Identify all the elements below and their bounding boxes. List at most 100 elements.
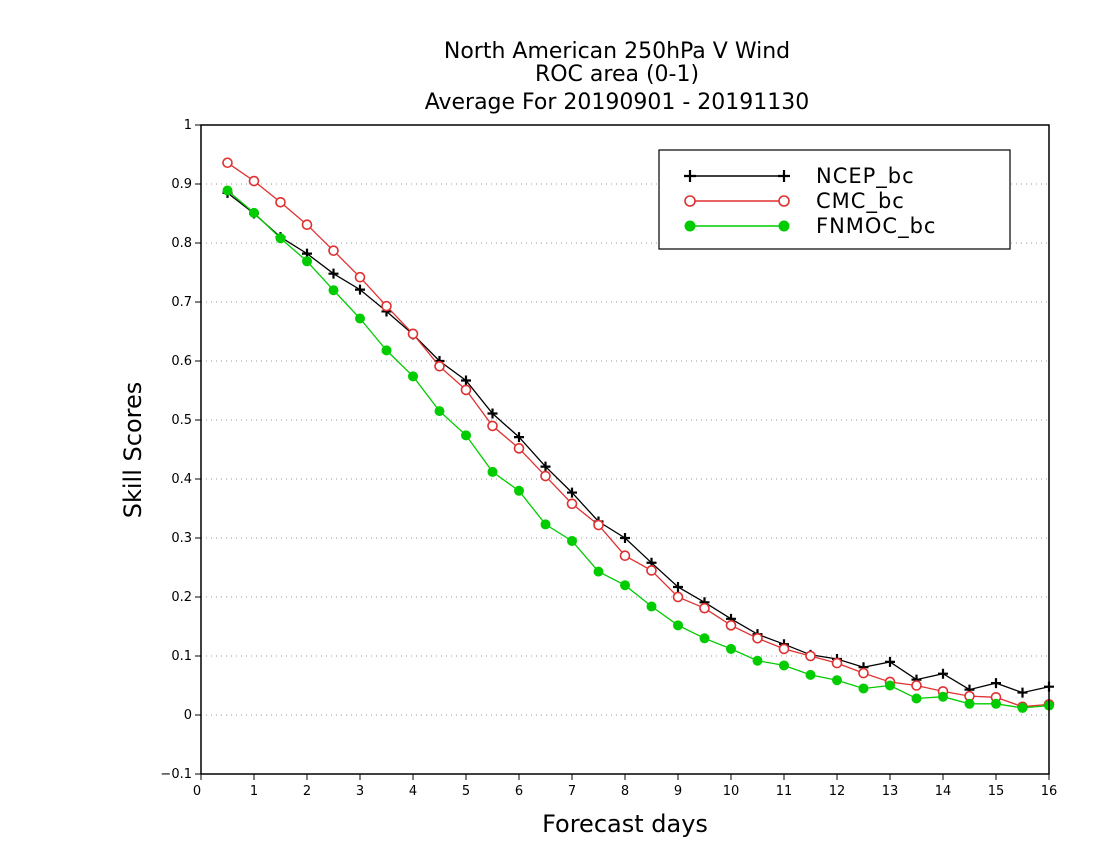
data-point [725, 620, 737, 631]
y-tick-label: 0.5 [171, 413, 192, 428]
data-point [593, 519, 604, 531]
plot-frame [200, 124, 1050, 775]
chart-title-line-1: North American 250hPa V Wind [444, 39, 790, 64]
x-tick-label: 8 [621, 784, 629, 799]
data-point [355, 284, 365, 295]
chart-title-line-3: Average For 20190901 - 20191130 [425, 90, 810, 115]
grid-lines [201, 183, 1049, 716]
data-point [885, 656, 895, 667]
data-point [275, 233, 286, 244]
y-tick-label: 0.2 [171, 590, 192, 605]
data-point [249, 207, 259, 218]
data-point [328, 268, 339, 279]
data-point [778, 170, 790, 182]
data-point [673, 581, 683, 592]
data-point [566, 498, 578, 510]
data-point [805, 669, 816, 680]
x-tick-label: 11 [776, 784, 793, 799]
data-point [222, 185, 233, 196]
data-point [567, 487, 577, 498]
legend-entry-ncep-bc: NCEP_bc [684, 164, 915, 189]
data-point [460, 384, 472, 396]
y-tick-label: 0.9 [171, 177, 192, 192]
legend-label: NCEP_bc [816, 164, 915, 189]
data-point [726, 643, 736, 654]
series-line [227, 192, 1050, 694]
y-axis-label: Skill Scores [119, 382, 147, 519]
data-point [301, 219, 313, 231]
y-tick-label: −0.1 [160, 767, 192, 782]
data-point [699, 602, 710, 614]
data-point [673, 620, 683, 631]
data-point [540, 519, 551, 530]
data-point [487, 466, 498, 477]
data-point [487, 420, 498, 432]
x-tick-label: 7 [568, 784, 576, 799]
data-point [672, 591, 684, 603]
x-tick-label: 3 [356, 784, 364, 799]
data-point [567, 535, 577, 546]
data-point [514, 432, 524, 443]
data-point [407, 328, 419, 340]
chart-title-line-2: ROC area (0-1) [535, 62, 699, 87]
data-point [858, 667, 869, 679]
data-point [964, 698, 975, 709]
data-point [779, 660, 789, 671]
data-point [328, 285, 339, 296]
axis-ticks: −0.100.10.20.30.40.50.60.70.80.910 1 2 3 4 5 6… [160, 118, 1057, 799]
data-point [408, 371, 418, 382]
data-point [938, 691, 948, 702]
data-point [434, 361, 445, 372]
data-point [328, 245, 339, 256]
data-point [355, 313, 365, 324]
series-fnmoc-bc [222, 185, 1054, 713]
x-tick-label: 4 [409, 784, 417, 799]
y-tick-label: 0.6 [171, 354, 192, 369]
legend-entry-cmc-bc: CMC_bc [684, 189, 905, 214]
x-tick-label: 14 [935, 784, 952, 799]
data-point [540, 461, 551, 472]
data-point [911, 680, 922, 691]
data-point [620, 533, 630, 543]
data-point [487, 408, 498, 419]
data-point [354, 271, 366, 283]
x-tick-label: 12 [829, 784, 846, 799]
data-point [222, 157, 233, 169]
legend-entry-fnmoc-bc: FNMOC_bc [684, 214, 936, 239]
data-point [461, 430, 471, 441]
y-tick-label: 0.7 [171, 295, 192, 310]
data-point [646, 565, 657, 576]
x-tick-label: 10 [723, 784, 740, 799]
x-tick-label: 2 [303, 784, 311, 799]
x-tick-label: 0 [193, 784, 201, 799]
data-point [513, 443, 525, 454]
data-point [778, 643, 790, 655]
legend-label: CMC_bc [816, 189, 905, 214]
data-point [805, 650, 816, 662]
x-tick-label: 15 [988, 784, 1005, 799]
data-point [831, 657, 843, 669]
data-point [684, 170, 696, 182]
x-tick-label: 6 [515, 784, 523, 799]
data-point [991, 678, 1001, 689]
data-point [248, 175, 260, 187]
series-ncep-bc [222, 187, 1054, 698]
data-point [619, 550, 631, 562]
y-tick-label: 0.8 [171, 236, 192, 251]
y-tick-label: 0 [184, 708, 192, 723]
data-point [832, 675, 842, 686]
data-point [381, 300, 392, 312]
data-point [302, 256, 312, 267]
data-point [911, 693, 922, 704]
data-point [858, 683, 869, 694]
data-point [778, 195, 790, 207]
x-tick-label: 9 [674, 784, 682, 799]
legend-label: FNMOC_bc [816, 214, 936, 239]
data-point [1017, 702, 1028, 713]
x-tick-label: 13 [882, 784, 899, 799]
data-point [684, 220, 696, 232]
data-point [620, 580, 630, 591]
data-point [381, 345, 392, 356]
data-point [885, 680, 895, 691]
